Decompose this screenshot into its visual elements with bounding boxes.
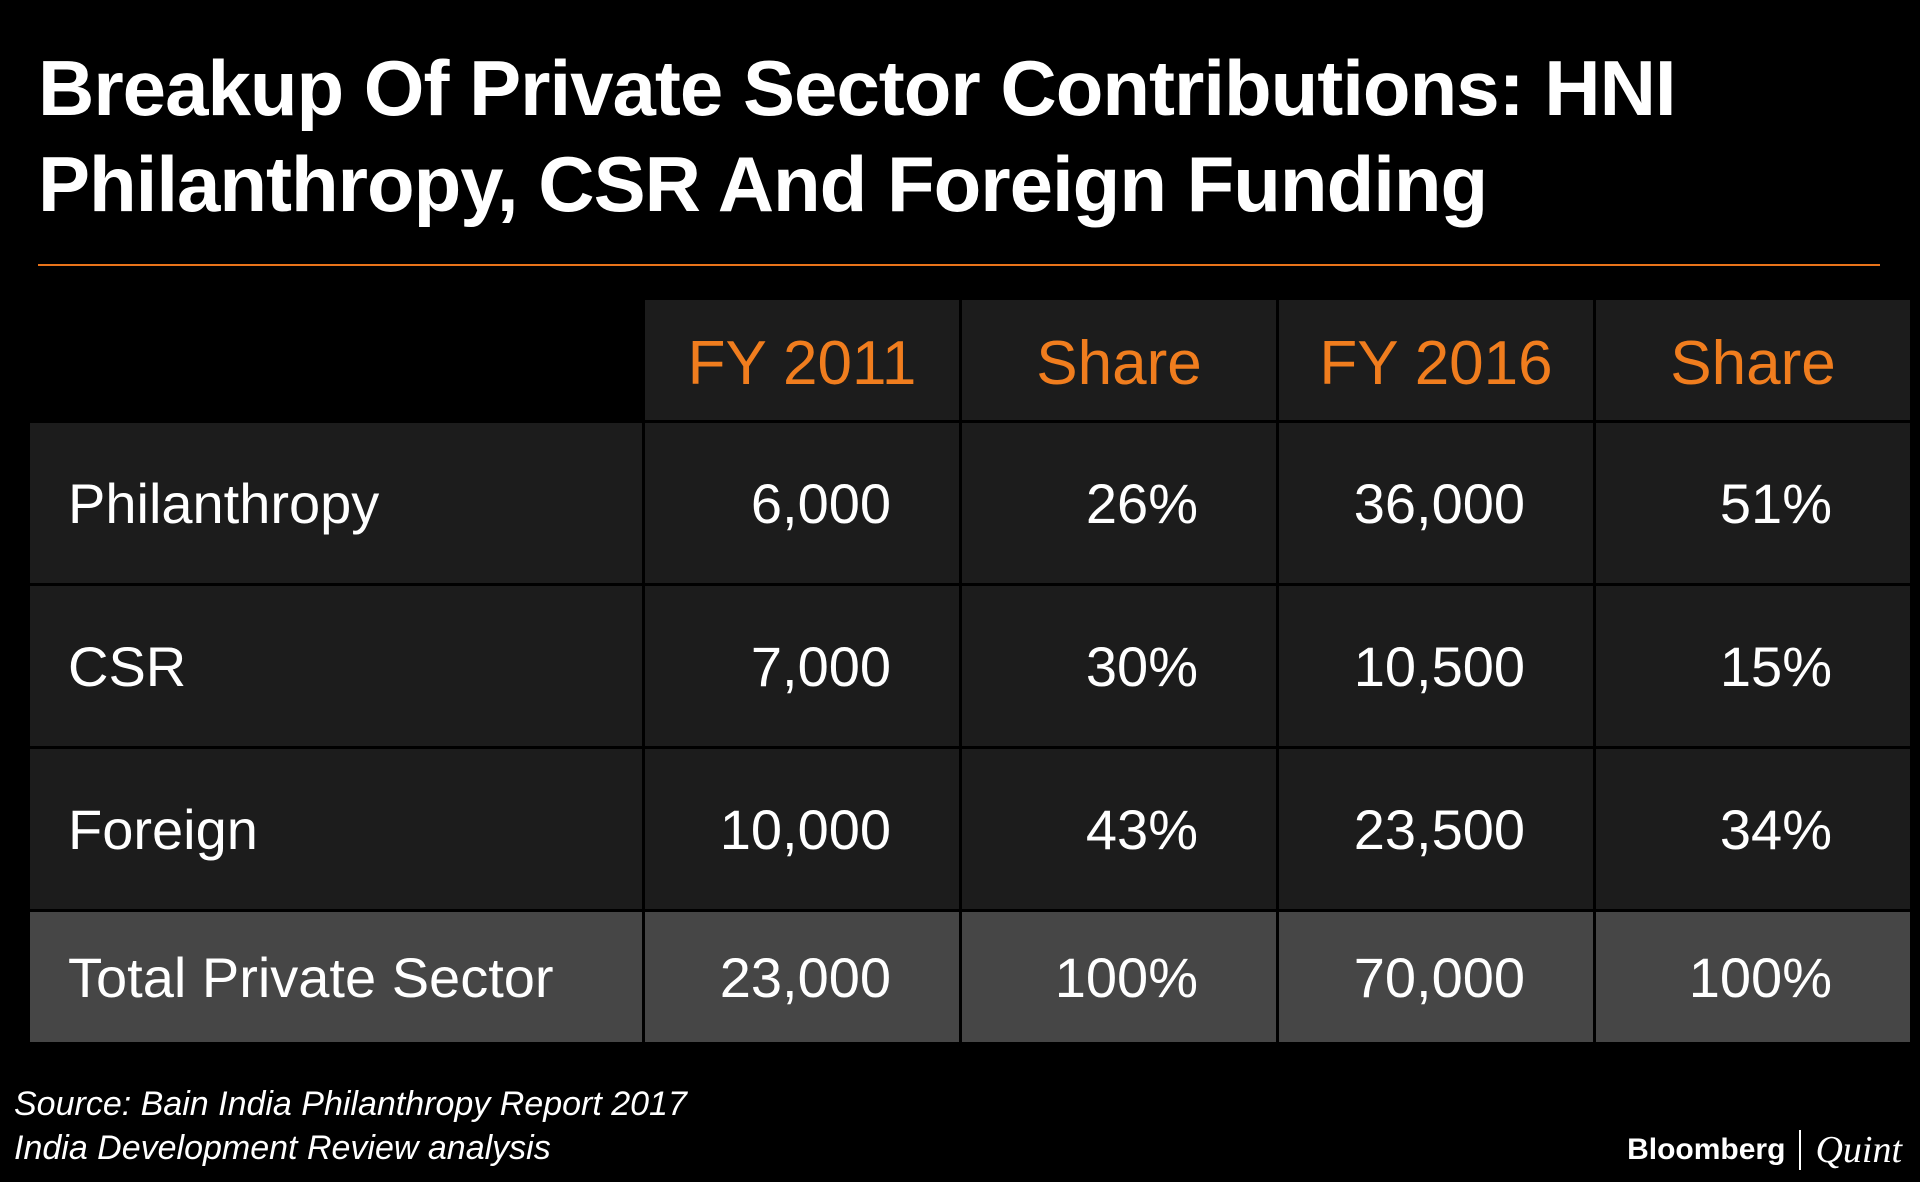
cell-total-fy2011: 23,000	[645, 912, 959, 1042]
cell-csr-share-2016: 15%	[1596, 586, 1910, 746]
cell-total-share-2016: 100%	[1596, 912, 1910, 1042]
header-corner	[30, 300, 642, 420]
logo-brand: Bloomberg	[1627, 1133, 1786, 1166]
column-header-fy2016: FY 2016	[1279, 300, 1593, 420]
title-line-2: Philanthropy, CSR And Foreign Funding	[38, 140, 1488, 228]
row-label-csr: CSR	[30, 586, 642, 746]
source-line-1: Source: Bain India Philanthropy Report 2…	[14, 1085, 687, 1123]
column-header-share-2011: Share	[962, 300, 1276, 420]
column-header-fy2011: FY 2011	[645, 300, 959, 420]
title-divider	[38, 264, 1880, 266]
row-label-total: Total Private Sector	[30, 912, 642, 1042]
cell-foreign-share-2016: 34%	[1596, 749, 1910, 909]
logo-separator	[1799, 1130, 1802, 1170]
row-label-foreign: Foreign	[30, 749, 642, 909]
cell-philanthropy-share-2016: 51%	[1596, 423, 1910, 583]
cell-philanthropy-share-2011: 26%	[962, 423, 1276, 583]
cell-csr-fy2011: 7,000	[645, 586, 959, 746]
title-line-1: Breakup Of Private Sector Contributions:…	[38, 44, 1677, 132]
cell-foreign-fy2011: 10,000	[645, 749, 959, 909]
cell-foreign-fy2016: 23,500	[1279, 749, 1593, 909]
data-table: FY 2011 Share FY 2016 Share Philanthropy…	[30, 300, 1910, 1042]
cell-foreign-share-2011: 43%	[962, 749, 1276, 909]
cell-total-share-2011: 100%	[962, 912, 1276, 1042]
cell-philanthropy-fy2011: 6,000	[645, 423, 959, 583]
source-line-2: India Development Review analysis	[14, 1129, 551, 1167]
cell-csr-share-2011: 30%	[962, 586, 1276, 746]
column-header-share-2016: Share	[1596, 300, 1910, 420]
cell-total-fy2016: 70,000	[1279, 912, 1593, 1042]
bloombergquint-logo: Bloomberg Quint	[1627, 1128, 1902, 1172]
logo-sub: Quint	[1815, 1129, 1902, 1171]
cell-csr-fy2016: 10,500	[1279, 586, 1593, 746]
cell-philanthropy-fy2016: 36,000	[1279, 423, 1593, 583]
chart-title: Breakup Of Private Sector Contributions:…	[38, 40, 1858, 232]
row-label-philanthropy: Philanthropy	[30, 423, 642, 583]
source-note: Source: Bain India Philanthropy Report 2…	[14, 1082, 687, 1170]
